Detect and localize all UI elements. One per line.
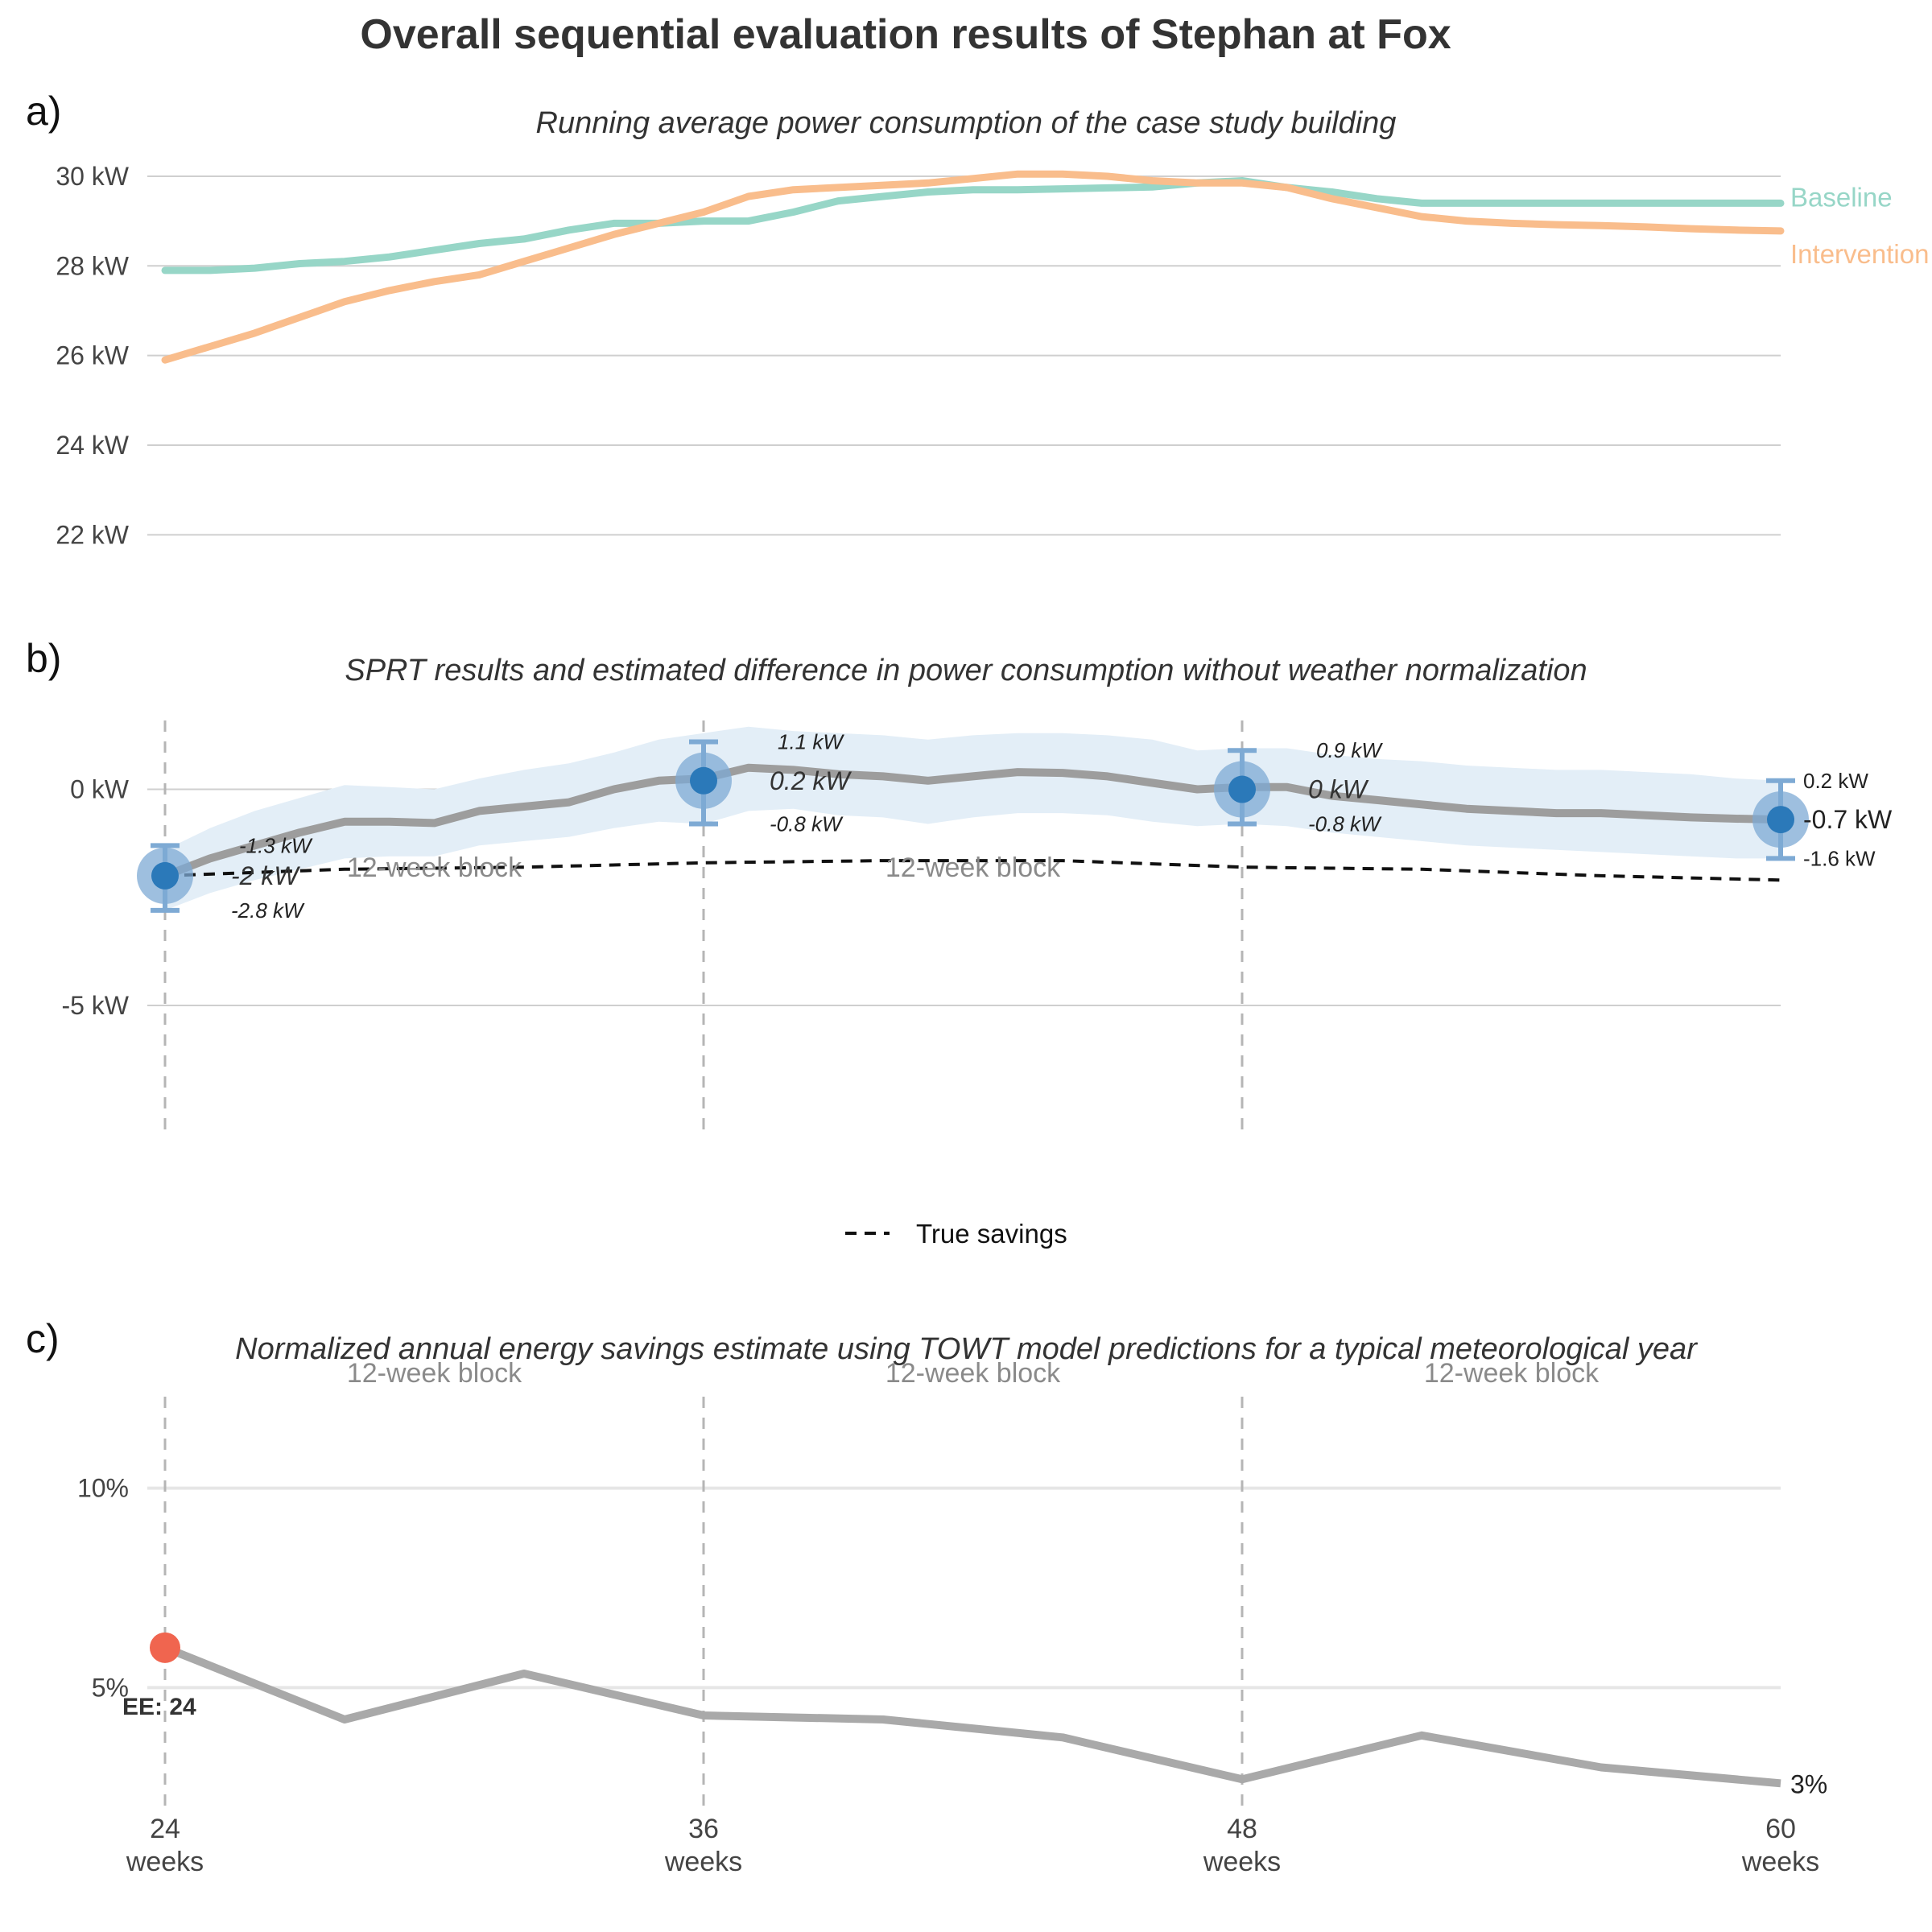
- panel-b-title: SPRT results and estimated difference in…: [345, 654, 1587, 687]
- savings-end-label: 3%: [1790, 1769, 1827, 1798]
- upper-ci-label: 0.9 kW: [1316, 738, 1383, 762]
- estimate-line: [163, 763, 1781, 880]
- panel-b: b) SPRT results and estimated difference…: [26, 636, 1893, 1249]
- upper-ci-label: -1.3 kW: [239, 833, 313, 857]
- x-tick-label: 48: [1227, 1814, 1257, 1844]
- panel-c-tag: c): [26, 1316, 60, 1361]
- sprt-point: [1228, 775, 1256, 803]
- series-label-baseline: Baseline: [1790, 182, 1893, 212]
- x-tick-label: 24: [150, 1814, 180, 1844]
- y-tick-label: 26 kW: [56, 341, 129, 370]
- sprt-point: [690, 766, 717, 795]
- x-tick-unit: weeks: [1741, 1847, 1819, 1877]
- series-label-intervention: Intervention: [1790, 239, 1929, 269]
- early-end-point: [150, 1632, 180, 1663]
- estimate-label: 0.2 kW: [770, 766, 852, 795]
- lower-ci-label: -1.6 kW: [1803, 846, 1876, 870]
- x-tick-unit: weeks: [1203, 1847, 1281, 1877]
- estimate-label: 0 kW: [1308, 775, 1369, 804]
- y-tick-label: 30 kW: [56, 162, 129, 191]
- block-label: 12-week block: [347, 1358, 522, 1389]
- panel-b-tag: b): [26, 636, 61, 681]
- panel-a-tag: a): [26, 89, 61, 134]
- block-label: 12-week block: [1424, 1358, 1600, 1389]
- x-tick-unit: weeks: [664, 1847, 742, 1877]
- x-tick-label: 60: [1765, 1814, 1796, 1844]
- block-label: 12-week block: [886, 852, 1061, 883]
- savings-line: [163, 1644, 1781, 1788]
- series-line-baseline: [161, 177, 1785, 275]
- legend: True savings: [845, 1219, 1067, 1249]
- y-tick-label: 24 kW: [56, 431, 129, 460]
- panel-a-title: Running average power consumption of the…: [536, 106, 1397, 140]
- block-label: 12-week block: [347, 852, 522, 883]
- series-line-intervention: [161, 170, 1785, 364]
- upper-ci-label: 0.2 kW: [1803, 769, 1868, 793]
- lower-ci-label: -0.8 kW: [770, 811, 844, 836]
- panel-c-title: Normalized annual energy savings estimat…: [235, 1332, 1698, 1366]
- sprt-point: [151, 861, 179, 890]
- sprt-point: [1767, 806, 1794, 834]
- x-tick-unit: weeks: [126, 1847, 204, 1877]
- estimate-label: -0.7 kW: [1803, 805, 1893, 834]
- y-tick-label: -5 kW: [61, 991, 129, 1020]
- lower-ci-label: -2.8 kW: [231, 898, 305, 923]
- block-label: 12-week block: [886, 1358, 1061, 1389]
- confidence-band: [165, 726, 1781, 910]
- estimate-label: -2 kW: [231, 861, 300, 890]
- panel-a: a) Running average power consumption of …: [26, 89, 1929, 549]
- y-tick-label: 0 kW: [70, 775, 130, 804]
- early-end-label: EE: 24: [122, 1694, 196, 1720]
- panel-c: c) Normalized annual energy savings esti…: [26, 1316, 1827, 1877]
- lower-ci-label: -0.8 kW: [1308, 811, 1382, 836]
- x-tick-label: 36: [688, 1814, 719, 1844]
- y-tick-label: 10%: [77, 1474, 129, 1503]
- y-tick-label: 5%: [92, 1673, 129, 1702]
- legend-true-savings: True savings: [916, 1219, 1067, 1249]
- upper-ci-label: 1.1 kW: [778, 729, 844, 753]
- figure-title: Overall sequential evaluation results of…: [360, 11, 1451, 58]
- y-tick-label: 28 kW: [56, 251, 129, 280]
- y-tick-label: 22 kW: [56, 520, 129, 549]
